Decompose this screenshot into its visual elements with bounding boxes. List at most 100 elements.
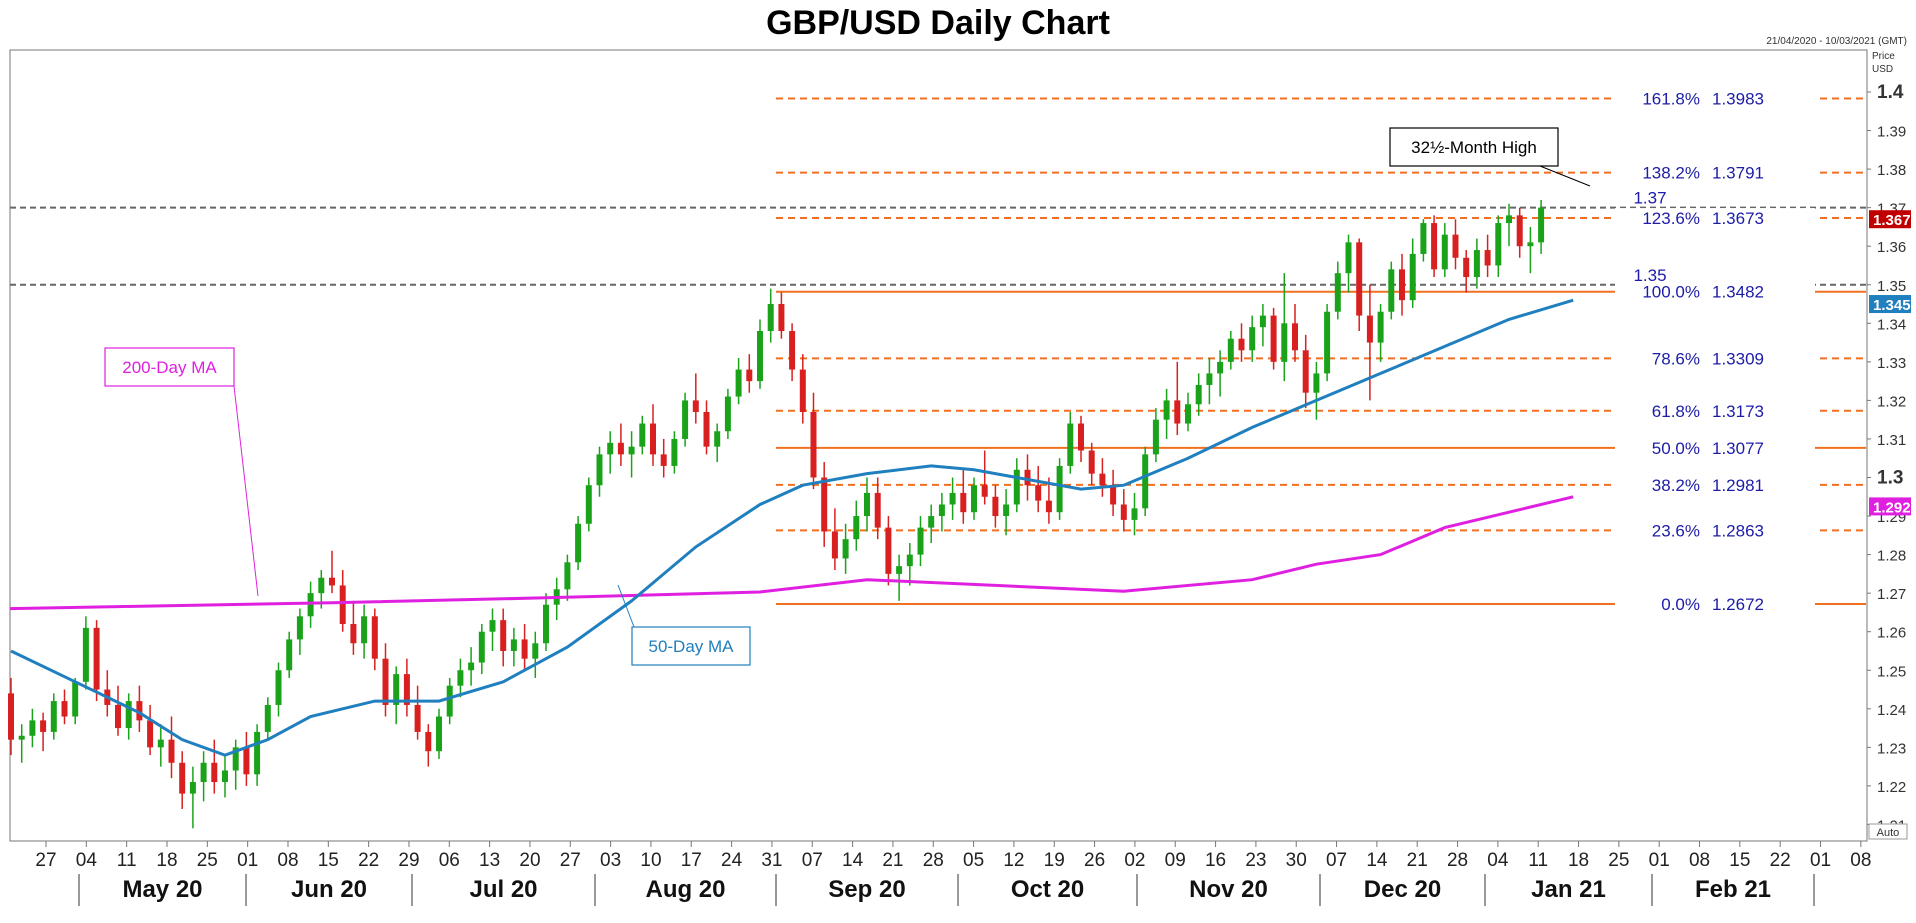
candle-body xyxy=(799,369,806,412)
candle-body xyxy=(1195,384,1202,405)
fib-price-1.2863: 1.2863 xyxy=(1712,521,1764,540)
candle-body xyxy=(831,531,838,559)
candle-body xyxy=(425,731,432,752)
y-tick-label-1.4: 1.4 xyxy=(1877,82,1904,103)
candle-body xyxy=(361,616,368,644)
candle-body xyxy=(714,431,721,447)
candle-body xyxy=(938,504,945,517)
fib-price-1.2672: 1.2672 xyxy=(1712,595,1764,614)
high-callout-label: 32½-Month High xyxy=(1411,138,1537,157)
y-tick-label-1.25: 1.25 xyxy=(1877,663,1906,680)
chart-title: GBP/USD Daily Chart xyxy=(766,4,1110,42)
candle-body xyxy=(1270,315,1277,362)
fib-label-bg xyxy=(1615,162,1815,183)
candle-body xyxy=(521,639,528,659)
day-label-02: 02 xyxy=(1124,850,1145,871)
day-label-01: 01 xyxy=(1810,850,1831,871)
high-callout-pointer xyxy=(1539,165,1591,187)
level-label-1.35: 1.35 xyxy=(1633,266,1666,285)
fib-percent-100.0%: 100.0% xyxy=(1642,283,1700,302)
candle-body xyxy=(1366,315,1373,343)
day-label-28: 28 xyxy=(923,850,944,871)
candle-body xyxy=(543,604,549,644)
candle-body xyxy=(564,562,571,590)
day-label-11: 11 xyxy=(117,850,137,871)
candle-body xyxy=(1110,485,1117,505)
fib-price-1.3077: 1.3077 xyxy=(1712,439,1764,458)
fib-label-bg xyxy=(1615,281,1815,302)
candle-body xyxy=(82,627,89,682)
candle-body xyxy=(125,701,132,729)
fib-price-1.3482: 1.3482 xyxy=(1712,283,1764,302)
candle-body xyxy=(864,492,870,517)
candle-body xyxy=(1313,373,1320,393)
candle-body xyxy=(660,454,667,466)
fib-price-1.3173: 1.3173 xyxy=(1712,402,1764,421)
candle-body xyxy=(232,747,239,771)
day-label-25: 25 xyxy=(197,850,218,871)
candle-body xyxy=(403,674,410,705)
candle-body xyxy=(8,693,14,740)
fib-label-bg xyxy=(1615,437,1815,458)
moving-averages-layer xyxy=(9,298,1574,757)
candle-body xyxy=(1142,454,1149,509)
fib-price-1.3983: 1.3983 xyxy=(1712,90,1764,109)
fib-price-1.3673: 1.3673 xyxy=(1712,209,1764,228)
candle-body xyxy=(157,739,164,748)
candle-body xyxy=(40,720,47,732)
auto-button[interactable] xyxy=(1868,823,1908,840)
y-tick-label-1.32: 1.32 xyxy=(1877,393,1906,410)
candle-body xyxy=(1302,350,1309,393)
day-label-08: 08 xyxy=(1850,850,1871,871)
fib-price-1.3309: 1.3309 xyxy=(1712,349,1764,368)
candle-body xyxy=(72,681,79,717)
month-label-Oct 20: Oct 20 xyxy=(1011,876,1084,903)
candle-body xyxy=(1120,504,1127,520)
candle-body xyxy=(446,685,453,717)
candle-body xyxy=(735,369,742,397)
fib-label-bg xyxy=(1615,348,1815,369)
y-tick-label-1.27: 1.27 xyxy=(1877,586,1906,603)
month-label-Jan 21: Jan 21 xyxy=(1531,876,1606,903)
day-label-21: 21 xyxy=(1407,850,1428,871)
auto-label[interactable]: Auto xyxy=(1877,827,1900,839)
day-label-31: 31 xyxy=(761,850,782,871)
candle-body xyxy=(767,304,774,332)
candle-body xyxy=(1527,242,1534,247)
candle-body xyxy=(307,593,314,617)
date-axis: 27 04 11 18 25 01 08 15 22 29 06 13 20 27 03 10 17 24 31 07… xyxy=(35,841,1871,906)
candle-body xyxy=(1463,257,1470,278)
month-label-Feb 21: Feb 21 xyxy=(1695,876,1771,903)
candle-body xyxy=(1334,273,1341,312)
day-label-22: 22 xyxy=(1770,850,1791,871)
candle-body xyxy=(639,423,646,447)
day-label-25: 25 xyxy=(1608,850,1629,871)
candle-body xyxy=(874,492,881,528)
y-tick-label-1.35: 1.35 xyxy=(1877,278,1906,295)
candle-body xyxy=(810,411,817,478)
fib-percent-50.0%: 50.0% xyxy=(1652,439,1700,458)
candle-body xyxy=(61,701,68,717)
ma50-callout-box xyxy=(631,626,751,666)
y-tick-label-1.39: 1.39 xyxy=(1877,124,1906,141)
day-label-01: 01 xyxy=(237,850,258,871)
candle-body xyxy=(585,485,592,524)
candle-body xyxy=(896,566,903,574)
candle-body xyxy=(414,704,421,732)
fib-price-1.2981: 1.2981 xyxy=(1712,476,1764,495)
fib-percent-23.6%: 23.6% xyxy=(1652,521,1700,540)
candle-body xyxy=(949,492,956,505)
y-tick-label-1.38: 1.38 xyxy=(1877,162,1906,179)
candle-body xyxy=(960,492,967,513)
candle-body xyxy=(1227,338,1234,362)
candle-body xyxy=(778,304,785,332)
candle-body xyxy=(1099,473,1106,486)
day-label-15: 15 xyxy=(1729,850,1750,871)
candle-body xyxy=(179,762,186,794)
candle-body xyxy=(436,716,442,752)
day-label-16: 16 xyxy=(1205,850,1226,871)
candle-body xyxy=(1538,207,1545,243)
day-label-04: 04 xyxy=(76,850,98,871)
high-callout-box xyxy=(1389,127,1559,167)
